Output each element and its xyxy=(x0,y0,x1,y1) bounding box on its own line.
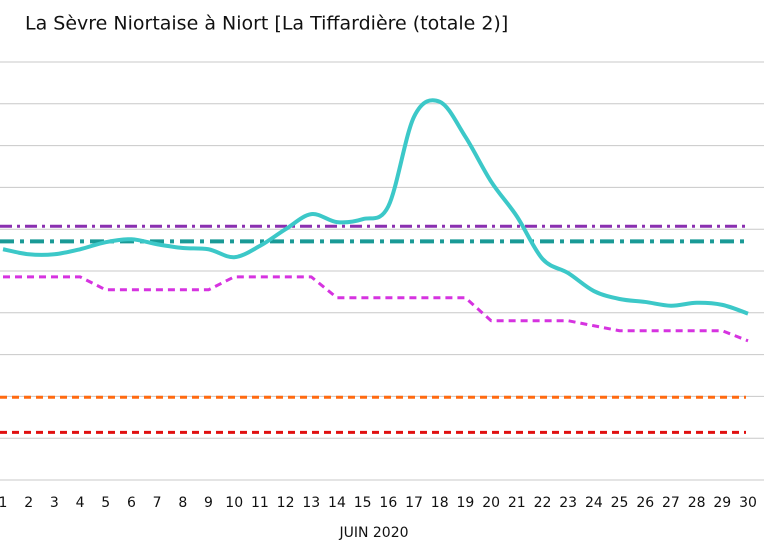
x-tick-label: 8 xyxy=(178,495,187,511)
x-tick-label: 28 xyxy=(688,495,706,511)
series-line xyxy=(2,98,749,316)
x-tick-label: 7 xyxy=(153,495,162,511)
x-tick-label: 5 xyxy=(101,495,110,511)
chart-title: La Sèvre Niortaise à Niort [La Tiffardiè… xyxy=(25,13,508,35)
x-tick-label: 25 xyxy=(611,495,629,511)
x-tick-label: 11 xyxy=(251,495,269,511)
x-tick-label: 18 xyxy=(431,495,449,511)
x-tick-label: 12 xyxy=(277,495,295,511)
x-tick-label: 22 xyxy=(534,495,552,511)
x-tick-label: 14 xyxy=(328,495,346,511)
x-axis-label: JUIN 2020 xyxy=(338,525,408,541)
x-tick-label: 24 xyxy=(585,495,603,511)
series-line xyxy=(3,275,749,343)
x-tick-label: 23 xyxy=(559,495,577,511)
x-tick-label: 26 xyxy=(636,495,654,511)
x-tick-label: 30 xyxy=(739,495,757,511)
x-tick-label: 20 xyxy=(482,495,500,511)
x-tick-label: 4 xyxy=(76,495,85,511)
x-tick-label: 2 xyxy=(24,495,33,511)
x-tick-label: 16 xyxy=(379,495,397,511)
x-tick-label: 9 xyxy=(204,495,213,511)
x-tick-label: 1 xyxy=(0,495,7,511)
x-tick-label: 27 xyxy=(662,495,680,511)
x-tick-label: 10 xyxy=(225,495,243,511)
x-tick-label: 13 xyxy=(302,495,320,511)
x-tick-label: 19 xyxy=(456,495,474,511)
x-tick-label: 15 xyxy=(354,495,372,511)
x-tick-label: 3 xyxy=(50,495,59,511)
x-tick-label: 6 xyxy=(127,495,136,511)
x-tick-label: 29 xyxy=(713,495,731,511)
x-tick-label: 21 xyxy=(508,495,526,511)
x-tick-label: 17 xyxy=(405,495,423,511)
